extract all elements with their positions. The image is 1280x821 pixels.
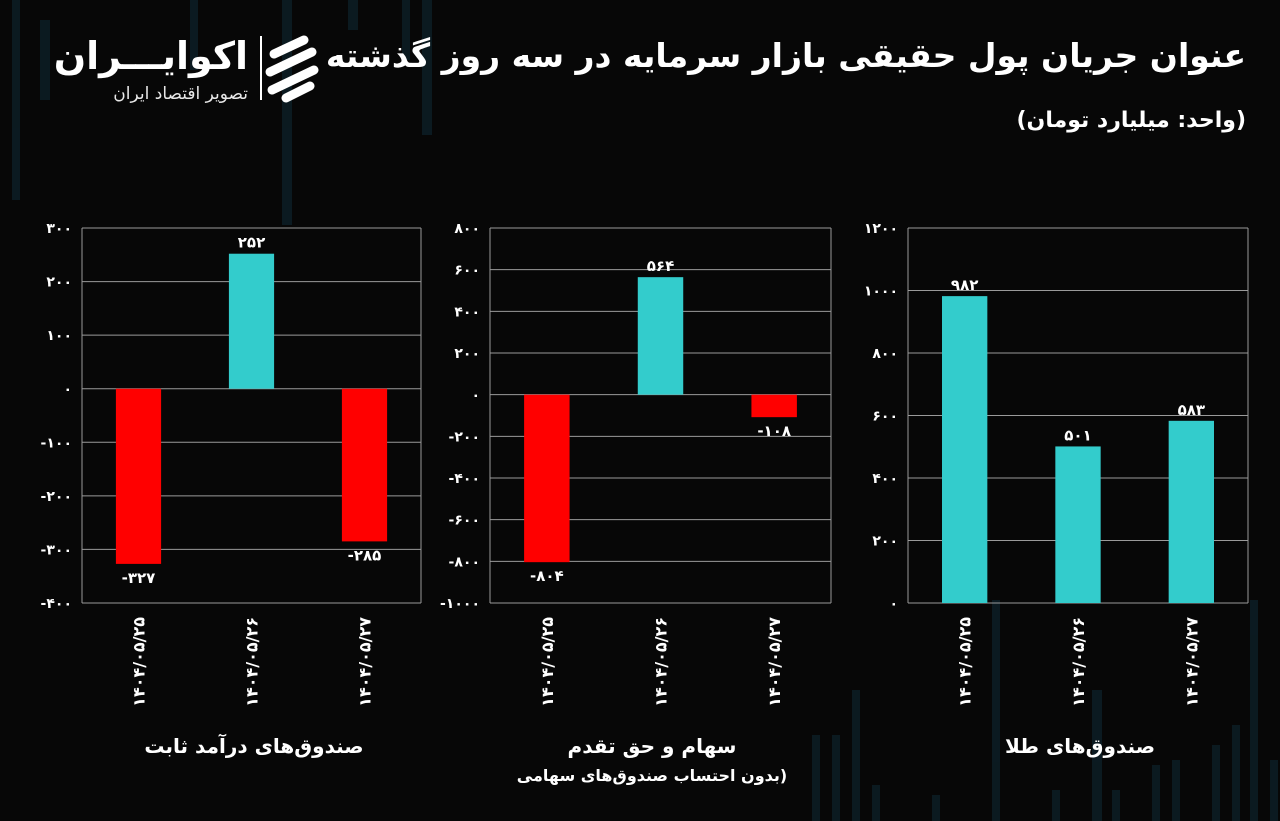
unit-label: (واحد: میلیارد تومان) [1016, 108, 1247, 133]
y-tick-label: ۱۰۰ [46, 328, 72, 344]
y-tick-label: ۱۰۰۰ [864, 284, 898, 300]
data-label: ۵۸۳ [1178, 401, 1205, 419]
bar [115, 388, 162, 564]
data-label: -۳۲۷ [122, 569, 156, 587]
y-tick-label: ۲۰۰ [872, 534, 898, 550]
x-tick-label: ۱۴۰۴/۰۵/۲۵ [130, 617, 149, 707]
y-tick-label: ۸۰۰ [872, 346, 898, 362]
logo-mark-icon [265, 35, 319, 103]
bar [524, 394, 570, 563]
panel-title: سهام و حق تقدم [567, 734, 737, 758]
x-tick-label: ۱۴۰۴/۰۵/۲۶ [243, 617, 262, 707]
y-tick-label: ۶۰۰ [454, 263, 480, 279]
chart-panel-1: ۳۰۰ ۲۰۰ ۱۰۰ ۰ -۱۰۰ -۲۰۰ -۳۰۰ -۴۰۰ -۳۲۷ ۱۴۰۴/۰۵/۲۵… [41, 221, 422, 707]
y-tick-label: -۱۰۰ [41, 435, 72, 451]
panel-subtitle: (بدون احتساب صندوق‌های سهامی [516, 766, 788, 785]
y-tick-label: ۸۰۰ [454, 221, 480, 237]
y-tick-label: -۴۰۰ [41, 596, 72, 612]
y-tick-label: ۲۰۰ [46, 275, 72, 291]
chart-title: عنوان جریان پول حقیقی بازار سرمایه در سه… [325, 36, 1246, 75]
panel-title: صندوق‌های طلا [1004, 734, 1156, 758]
bar [1168, 420, 1214, 603]
data-label: ۵۶۴ [647, 257, 674, 275]
chart-panel-3: ۱۲۰۰ ۱۰۰۰ ۸۰۰ ۶۰۰ ۴۰۰ ۲۰۰ ۰ ۹۸۲ ۱۴۰۴/۰۵/۲۵ ۵۰۱ ۱۴۰… [864, 221, 1249, 707]
x-tick-label: ۱۴۰۴/۰۵/۲۷ [1182, 617, 1201, 707]
y-tick-label: -۲۰۰ [449, 429, 480, 445]
y-tick-label: -۱۰۰۰ [440, 596, 480, 612]
y-tick-label: ۱۲۰۰ [864, 221, 898, 237]
bar [228, 253, 275, 389]
brand-logo: اکوایـــران تصویر اقتصاد ایران [50, 30, 320, 110]
y-tick-label: ۴۰۰ [454, 304, 480, 320]
x-tick-label: ۱۴۰۴/۰۵/۲۵ [538, 617, 557, 707]
panel-title: صندوق‌های درآمد ثابت [144, 734, 364, 758]
y-tick-label: -۶۰۰ [449, 513, 480, 529]
logo-name: اکوایـــران [53, 34, 248, 78]
data-label: -۲۸۵ [348, 546, 382, 564]
x-tick-label: ۱۴۰۴/۰۵/۲۵ [956, 617, 975, 707]
logo-tagline: تصویر اقتصاد ایران [113, 84, 248, 104]
chart-panel-2: ۸۰۰ ۶۰۰ ۴۰۰ ۲۰۰ ۰ -۲۰۰ -۴۰۰ -۶۰۰ -۸۰۰ -۱۰۰۰ -۸۰۴ ۱۴… [440, 221, 832, 707]
x-tick-label: ۱۴۰۴/۰۵/۲۶ [652, 617, 671, 707]
y-tick-label: -۳۰۰ [41, 542, 72, 558]
data-label: ۲۵۲ [238, 234, 265, 252]
data-label: ۹۸۲ [951, 276, 978, 294]
x-tick-label: ۱۴۰۴/۰۵/۲۶ [1069, 617, 1088, 707]
y-tick-label: ۲۰۰ [454, 346, 480, 362]
y-tick-label: ۳۰۰ [46, 221, 72, 237]
y-tick-label: -۸۰۰ [449, 554, 480, 570]
data-label: -۸۰۴ [530, 567, 564, 585]
bar [751, 394, 797, 418]
x-tick-label: ۱۴۰۴/۰۵/۲۷ [765, 617, 784, 707]
bar [637, 277, 684, 395]
bar [1055, 446, 1101, 603]
y-tick-label: ۶۰۰ [872, 409, 898, 425]
logo-divider [260, 36, 262, 100]
data-label: -۱۰۸ [757, 422, 791, 440]
y-tick-label: ۰ [63, 382, 72, 398]
y-tick-label: ۴۰۰ [872, 471, 898, 487]
x-tick-label: ۱۴۰۴/۰۵/۲۷ [356, 617, 375, 707]
bar [341, 388, 388, 542]
y-tick-label: -۲۰۰ [41, 489, 72, 505]
data-label: ۵۰۱ [1064, 426, 1091, 444]
y-tick-label: -۴۰۰ [449, 471, 480, 487]
y-tick-label: ۰ [889, 596, 898, 612]
y-tick-label: ۰ [471, 388, 480, 404]
bar [942, 296, 988, 603]
